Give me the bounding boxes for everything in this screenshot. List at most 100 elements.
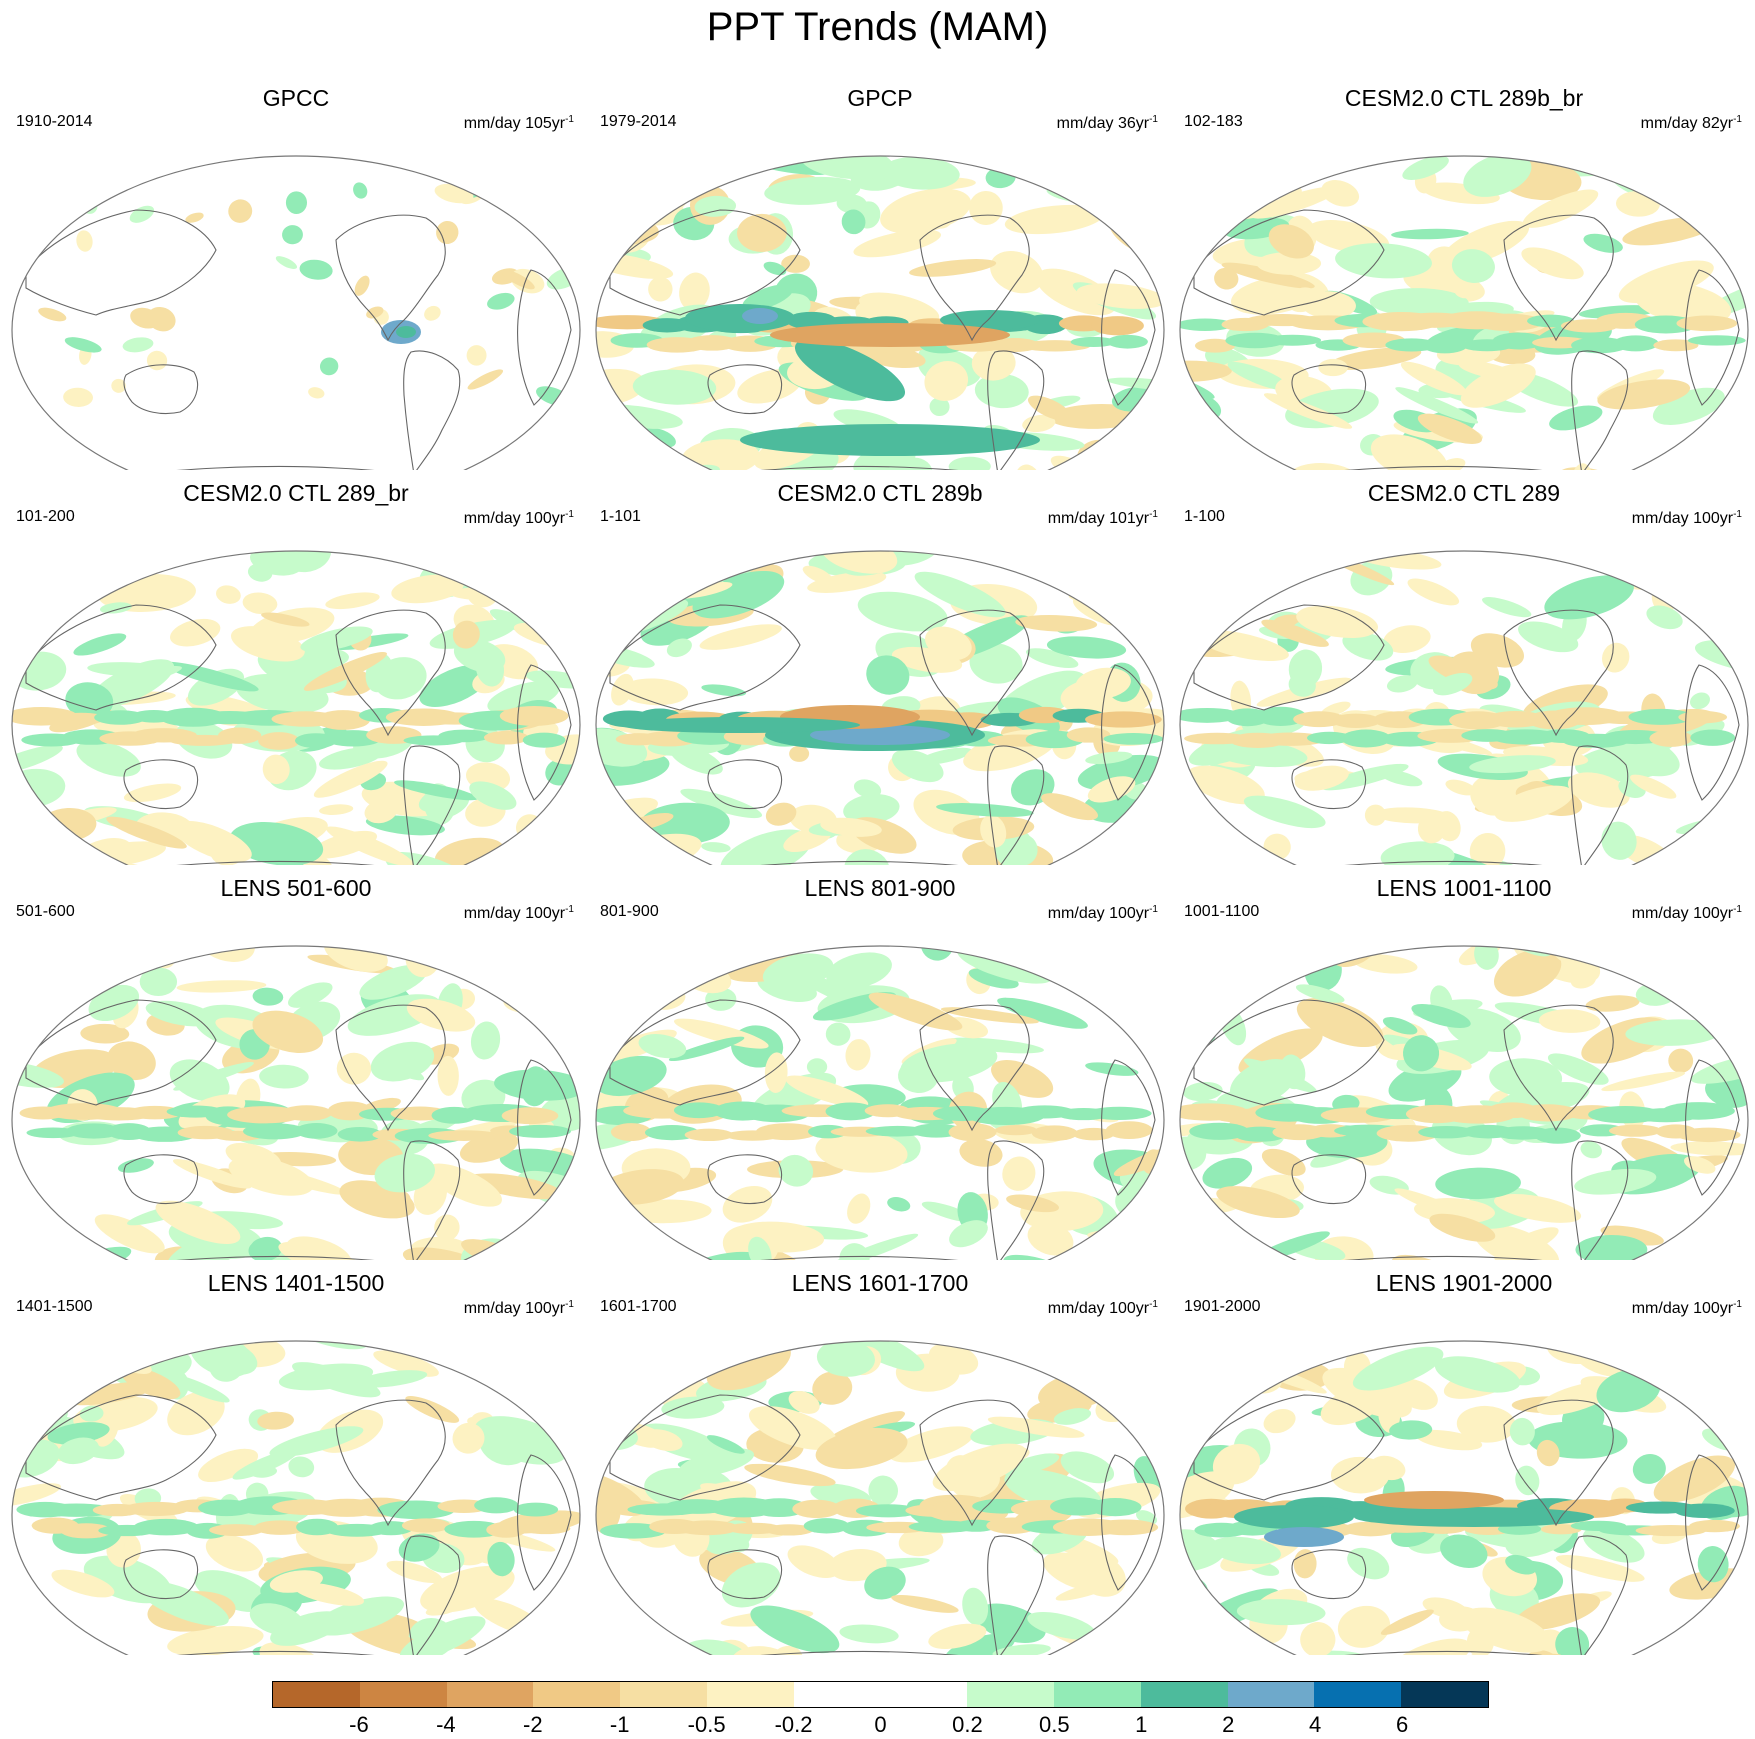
colorbar-swatch — [1054, 1682, 1141, 1707]
trend-blob — [1070, 946, 1154, 967]
trend-blob — [678, 1448, 755, 1477]
trend-blob — [815, 1427, 908, 1470]
map-boundary — [1179, 550, 1749, 865]
trend-blob — [990, 250, 1044, 294]
trend-blob — [1690, 580, 1721, 604]
trend-blob — [1509, 1417, 1535, 1446]
panel-period: 101-200 — [16, 508, 75, 525]
colorbar-label: 4 — [1309, 1712, 1322, 1737]
trend-blob — [1243, 795, 1326, 829]
trend-blob — [419, 664, 490, 708]
trend-blob — [232, 1449, 299, 1480]
trend-blob — [750, 1498, 808, 1518]
trend-blob — [764, 1524, 814, 1536]
trend-blob — [1494, 1227, 1559, 1260]
coastline — [1571, 350, 1629, 470]
map-panel: LENS 801-900 801-900 mm/day 100yr-1 — [590, 860, 1170, 1260]
trend-blob — [1647, 946, 1683, 958]
trend-blob — [648, 276, 673, 302]
trend-blob — [596, 551, 624, 572]
trend-blob — [1318, 358, 1348, 377]
trend-blob — [1206, 156, 1235, 167]
trend-blob — [425, 1601, 462, 1616]
trend-blob — [373, 1350, 439, 1377]
trend-blob — [1288, 673, 1316, 697]
panel-title: LENS 1001-1100 — [1376, 875, 1552, 901]
trend-blob — [940, 310, 1040, 330]
trend-blob — [844, 849, 890, 865]
trend-blob — [38, 181, 59, 205]
trend-blob — [253, 1520, 308, 1535]
panel-units: mm/day 100yr-1 — [1048, 1295, 1158, 1319]
trend-blob — [147, 306, 176, 332]
trend-blob — [1515, 1465, 1540, 1496]
trend-blob — [461, 946, 509, 964]
trend-blob — [1085, 751, 1133, 765]
trend-blob — [1456, 1405, 1516, 1443]
trend-blob — [1538, 1009, 1601, 1033]
trend-blob — [673, 1102, 725, 1119]
units-exponent: -1 — [1733, 114, 1742, 125]
trend-blob — [1107, 334, 1148, 349]
panel-title: CESM2.0 CTL 289b — [777, 480, 983, 506]
trend-blob — [198, 1448, 259, 1483]
map-panel: CESM2.0 CTL 289_br 101-200 mm/day 100yr-1 — [6, 465, 586, 865]
trend-blob — [12, 1356, 74, 1395]
trend-blob — [855, 1504, 920, 1518]
trend-blob — [737, 213, 787, 252]
coastline — [609, 209, 801, 316]
trend-blob — [1120, 551, 1164, 562]
colorbar-label: 1 — [1135, 1712, 1148, 1737]
trend-blob — [1382, 1017, 1418, 1035]
trend-blob — [1263, 334, 1322, 346]
trend-blob — [1662, 946, 1739, 985]
trend-blob — [1072, 1127, 1115, 1141]
trend-blob — [94, 1214, 165, 1254]
coastline — [403, 350, 461, 470]
trend-blob — [155, 1200, 241, 1244]
trend-blob — [679, 272, 710, 311]
trend-blob — [64, 1381, 154, 1406]
trend-blob — [145, 1000, 216, 1027]
coastline — [1193, 1394, 1385, 1501]
trend-blob — [1086, 1357, 1158, 1385]
map-canvas — [11, 945, 581, 1260]
map-boundary — [1179, 1340, 1749, 1655]
trend-blob — [1505, 1554, 1537, 1575]
trend-blob — [1422, 1597, 1470, 1620]
trend-blob — [1580, 1141, 1602, 1159]
trend-blob — [699, 624, 782, 650]
trend-blob — [324, 946, 388, 972]
trend-blob — [815, 1130, 908, 1173]
units-text: mm/day 100yr — [1631, 1300, 1734, 1317]
trend-blob — [319, 357, 339, 376]
panel-units: mm/day 100yr-1 — [1632, 1295, 1742, 1319]
trend-blob — [684, 1128, 734, 1142]
trend-blob — [820, 551, 898, 574]
trend-blob — [1469, 832, 1506, 865]
trend-blob — [1092, 1519, 1159, 1536]
trend-blob — [1522, 189, 1599, 228]
trend-blob — [12, 707, 78, 726]
trend-blob — [252, 987, 284, 1006]
coastline — [609, 1394, 801, 1501]
colorbar-swatch — [359, 1682, 447, 1707]
trend-blob — [969, 642, 1023, 684]
trend-blob — [839, 1624, 899, 1644]
coastline — [684, 1650, 1051, 1655]
trend-blob — [270, 1611, 344, 1646]
trend-blob — [1494, 1193, 1582, 1223]
map-canvas — [11, 1340, 581, 1655]
trend-blob — [548, 185, 577, 203]
trend-blob — [1380, 841, 1455, 865]
coastline — [1571, 745, 1629, 865]
colorbar-swatch — [273, 1682, 360, 1707]
trend-blob — [924, 360, 969, 401]
trend-blob — [364, 799, 398, 824]
trend-blob — [399, 1616, 486, 1655]
trend-blob — [1380, 1609, 1434, 1636]
trend-blob — [1691, 1221, 1748, 1248]
map-panel: CESM2.0 CTL 289 1-100 mm/day 100yr-1 — [1174, 465, 1754, 865]
trend-blob — [336, 1052, 372, 1085]
trend-blob — [438, 729, 491, 743]
